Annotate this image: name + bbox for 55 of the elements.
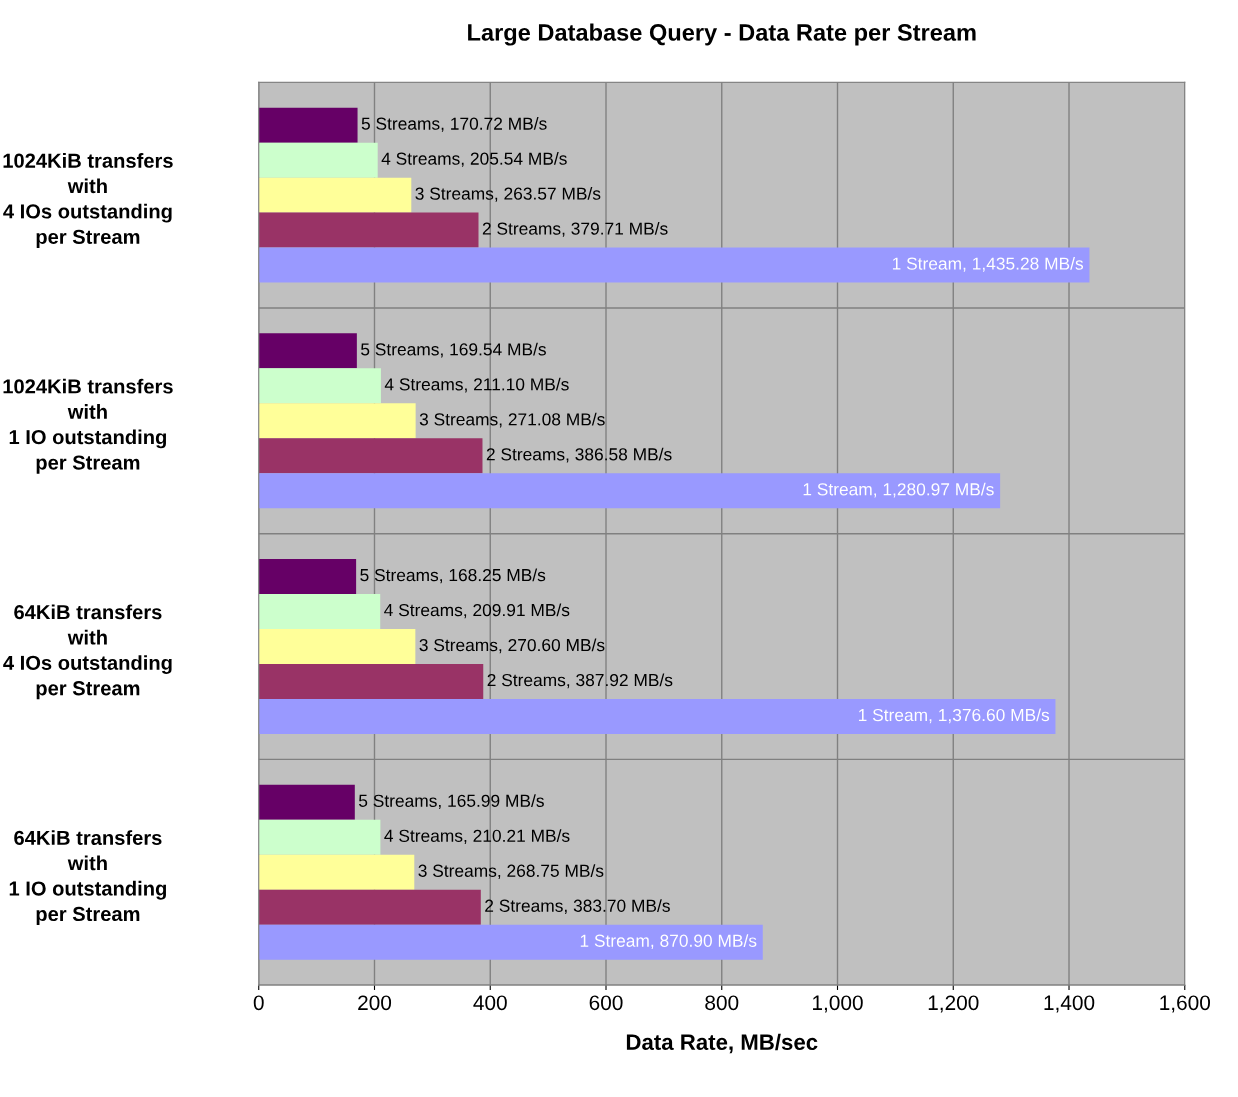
bar bbox=[258, 889, 481, 925]
y-tick-label: 1024KiB transfers with 4 IOs outstanding per Stream bbox=[3, 153, 173, 248]
bar bbox=[258, 594, 381, 630]
data-label: 1 Stream, 1,280.97 MB/s bbox=[803, 482, 994, 498]
bar bbox=[258, 142, 378, 178]
data-label: 4 Streams, 205.54 MB/s bbox=[381, 152, 567, 167]
data-label: 5 Streams, 165.99 MB/s bbox=[358, 794, 544, 809]
data-label: 3 Streams, 271.08 MB/s bbox=[419, 412, 605, 428]
bar bbox=[258, 473, 1001, 509]
bar bbox=[258, 784, 355, 820]
bar bbox=[258, 403, 416, 439]
data-label: 5 Streams, 169.54 MB/s bbox=[361, 342, 546, 358]
data-label: 2 Streams, 387.92 MB/s bbox=[487, 673, 673, 689]
x-tick-label: 1,000 bbox=[813, 995, 863, 1013]
data-label: 3 Streams, 268.75 MB/s bbox=[418, 864, 604, 879]
data-label: 2 Streams, 386.58 MB/s bbox=[486, 447, 672, 463]
data-label: 2 Streams, 379.71 MB/s bbox=[482, 222, 668, 237]
x-tick-label: 0 bbox=[253, 995, 264, 1011]
x-tick-label: 1,200 bbox=[928, 995, 979, 1013]
data-label: 4 Streams, 211.10 MB/s bbox=[384, 377, 569, 393]
bar bbox=[258, 438, 483, 474]
data-label: 5 Streams, 168.25 MB/s bbox=[360, 568, 546, 584]
data-label: 5 Streams, 170.72 MB/s bbox=[361, 117, 547, 132]
data-label: 4 Streams, 209.91 MB/s bbox=[384, 603, 570, 619]
bar bbox=[258, 368, 381, 404]
bar bbox=[258, 664, 484, 700]
y-tick-label: 64KiB transfers with 4 IOs outstanding per Stream bbox=[3, 604, 172, 700]
data-label: 1 Stream, 1,376.60 MB/s bbox=[858, 708, 1050, 724]
data-label: 1 Stream, 870.90 MB/s bbox=[580, 934, 757, 949]
bar bbox=[258, 107, 358, 143]
x-axis-title: Data Rate, MB/sec bbox=[626, 1033, 818, 1054]
data-label: 4 Streams, 210.21 MB/s bbox=[384, 829, 570, 844]
bar bbox=[258, 699, 1056, 735]
bar bbox=[258, 333, 357, 369]
bar bbox=[258, 212, 479, 248]
x-tick-label: 200 bbox=[358, 995, 392, 1011]
bar bbox=[258, 247, 1090, 283]
data-label: 2 Streams, 383.70 MB/s bbox=[485, 899, 670, 914]
y-tick-label: 64KiB transfers with 1 IO outstanding per Stream bbox=[9, 830, 166, 926]
data-label: 3 Streams, 263.57 MB/s bbox=[415, 187, 601, 202]
bar bbox=[258, 559, 357, 595]
x-tick-label: 1,400 bbox=[1044, 995, 1095, 1013]
x-tick-label: 400 bbox=[473, 995, 507, 1011]
data-label: 1 Stream, 1,435.28 MB/s bbox=[892, 257, 1084, 272]
y-tick-label: 1024KiB transfers with 1 IO outstanding per Stream bbox=[3, 378, 173, 474]
data-label: 3 Streams, 270.60 MB/s bbox=[419, 638, 605, 654]
bar bbox=[258, 924, 763, 960]
bar bbox=[258, 177, 412, 213]
bar bbox=[258, 819, 381, 855]
x-tick-label: 1,600 bbox=[1160, 995, 1211, 1013]
bar bbox=[258, 854, 415, 890]
x-tick-label: 600 bbox=[589, 995, 623, 1011]
chart-title: Large Database Query - Data Rate per Stream bbox=[468, 23, 976, 46]
bar bbox=[258, 629, 416, 665]
x-tick-label: 800 bbox=[705, 995, 739, 1011]
